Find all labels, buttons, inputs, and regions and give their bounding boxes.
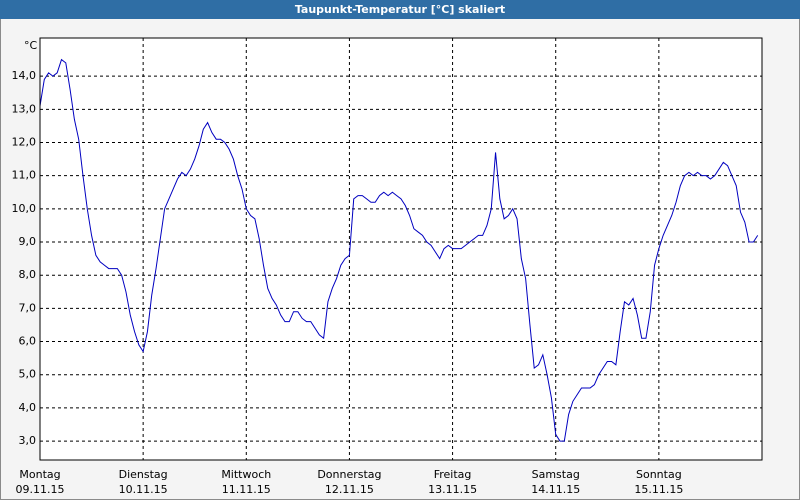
- x-tick-date: 10.11.15: [119, 483, 168, 496]
- y-tick-label: 7,0: [19, 301, 37, 314]
- y-axis-label: °C: [24, 39, 38, 52]
- y-tick-label: 6,0: [19, 335, 37, 348]
- x-tick-date: 12.11.15: [325, 483, 374, 496]
- x-tick-date: 09.11.15: [16, 483, 65, 496]
- x-tick-label: Mittwoch: [221, 468, 271, 481]
- x-tick-date: 14.11.15: [531, 483, 580, 496]
- y-tick-label: 9,0: [19, 235, 37, 248]
- chart-title: Taupunkt-Temperatur [°C] skaliert: [295, 3, 505, 16]
- y-tick-label: 14,0: [12, 69, 37, 82]
- y-tick-label: 4,0: [19, 401, 37, 414]
- y-tick-label: 11,0: [12, 169, 37, 182]
- x-tick-label: Montag: [19, 468, 60, 481]
- x-tick-label: Donnerstag: [317, 468, 381, 481]
- title-bar: [0, 0, 800, 19]
- x-tick-label: Sonntag: [636, 468, 682, 481]
- y-tick-label: 10,0: [12, 202, 37, 215]
- x-tick-label: Samstag: [532, 468, 580, 481]
- x-tick-label: Freitag: [434, 468, 472, 481]
- plot-frame: [39, 37, 763, 461]
- y-tick-label: 5,0: [19, 368, 37, 381]
- y-tick-label: 13,0: [12, 102, 37, 115]
- plot-area: [40, 38, 762, 460]
- x-tick-label: Dienstag: [119, 468, 168, 481]
- x-tick-date: 11.11.15: [222, 483, 271, 496]
- x-tick-date: 15.11.15: [634, 483, 683, 496]
- y-tick-label: 3,0: [19, 434, 37, 447]
- y-tick-label: 12,0: [12, 136, 37, 149]
- data-line: [39, 58, 759, 442]
- x-tick-date: 13.11.15: [428, 483, 477, 496]
- y-tick-label: 8,0: [19, 268, 37, 281]
